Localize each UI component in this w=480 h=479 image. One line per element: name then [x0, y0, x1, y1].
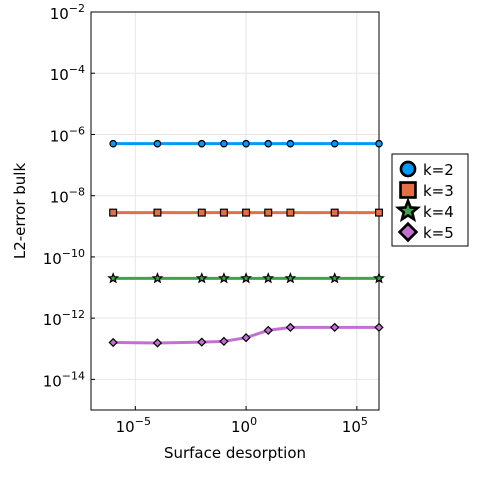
legend: k=2 k=3 k=4 k=5 — [391, 153, 469, 247]
legend-marker — [394, 197, 422, 223]
data-point — [153, 139, 162, 148]
data-point — [195, 272, 208, 284]
data-point — [152, 338, 163, 348]
data-point — [284, 272, 297, 284]
data-point — [375, 139, 383, 148]
y-tick-label: 10−4 — [50, 63, 85, 84]
data-point — [262, 272, 275, 284]
series-k=5 — [108, 322, 384, 348]
series-k=3 — [109, 208, 384, 217]
x-tick-label: 100 — [231, 415, 257, 436]
data-point — [151, 272, 164, 284]
y-tick-label: 10−8 — [50, 186, 85, 207]
x-axis-title: Surface desorption — [164, 444, 306, 462]
data-point — [217, 272, 230, 284]
data-point — [153, 208, 162, 217]
y-tick-label: 10−12 — [43, 308, 85, 329]
data-point — [197, 337, 207, 347]
data-point — [286, 139, 295, 148]
data-point — [330, 139, 339, 148]
data-point — [375, 208, 384, 217]
legend-label: k=5 — [423, 224, 454, 242]
x-tick-label: 105 — [342, 415, 368, 436]
data-point — [330, 208, 339, 217]
y-tick-label: 10−10 — [43, 247, 85, 268]
x-tick-label: 10−5 — [116, 415, 151, 436]
y-tick-label: 10−6 — [50, 124, 85, 145]
data-point — [219, 336, 229, 346]
data-point — [264, 208, 273, 217]
data-point — [108, 337, 118, 348]
data-point — [242, 139, 250, 148]
data-point — [107, 272, 120, 284]
y-axis-title: L2-error bulk — [11, 163, 29, 260]
axis-ticks: 10−5 100 105 10−2 10−4 10−6 10−8 10−10 10−12 10−1… — [43, 2, 368, 436]
data-point — [219, 208, 228, 217]
data-point — [286, 208, 295, 217]
series-group — [107, 139, 385, 348]
data-point — [220, 139, 228, 148]
data-point — [373, 272, 385, 284]
data-point — [197, 208, 206, 217]
data-point — [374, 322, 384, 333]
data-point — [109, 208, 118, 217]
data-point — [263, 325, 273, 335]
legend-label: k=3 — [423, 182, 454, 200]
data-point — [197, 139, 206, 148]
legend-label: k=4 — [423, 203, 454, 221]
y-tick-label: 10−2 — [50, 2, 85, 23]
data-point — [330, 322, 340, 333]
series-k=4 — [107, 272, 385, 284]
legend-marker — [399, 160, 417, 178]
data-point — [285, 322, 296, 333]
data-point — [328, 272, 341, 284]
legend-marker — [399, 181, 417, 199]
y-tick-label: 10−14 — [43, 369, 85, 390]
data-point — [240, 272, 253, 284]
legend-marker — [397, 221, 419, 243]
data-point — [241, 333, 251, 343]
data-point — [242, 208, 251, 217]
data-point — [264, 139, 273, 148]
legend-label: k=2 — [423, 161, 454, 179]
data-point — [109, 139, 117, 148]
series-k=2 — [109, 139, 383, 148]
